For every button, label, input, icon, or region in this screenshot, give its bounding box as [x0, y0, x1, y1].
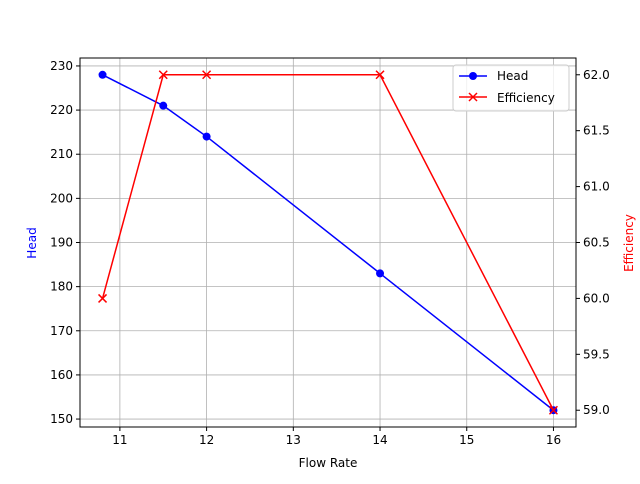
data-point: [376, 269, 385, 278]
y-right-tick-label: 59.0: [583, 403, 610, 417]
data-point: [375, 70, 385, 80]
x-tick-label: 15: [459, 433, 474, 447]
y-left-tick-label: 160: [50, 368, 73, 382]
data-point: [202, 70, 212, 80]
y-left-tick-label: 170: [50, 324, 73, 338]
y-right-tick-label: 60.5: [583, 236, 610, 250]
y-left-tick-label: 210: [50, 147, 73, 161]
circle-marker-icon: [469, 72, 477, 80]
series-lines: [98, 70, 558, 415]
y-right-tick-label: 62.0: [583, 68, 610, 82]
y-axis-left: 150 160 170 180 190 200 210 220 230: [50, 59, 80, 426]
data-point: [202, 132, 211, 141]
y-axis-right: 59.0 59.5 60.0 60.5 61.0 61.5 62.0: [576, 68, 610, 417]
grid: [80, 58, 576, 427]
x-tick-label: 12: [199, 433, 214, 447]
x-axis-label: Flow Rate: [299, 456, 358, 470]
legend-label-head: Head: [497, 69, 528, 83]
y-left-axis-label: Head: [25, 227, 39, 258]
x-axis: 11 12 13 14 15 16: [112, 427, 561, 447]
data-point: [548, 405, 558, 415]
x-tick-label: 14: [372, 433, 387, 447]
data-point: [158, 70, 168, 80]
y-right-tick-label: 61.0: [583, 180, 610, 194]
y-left-tick-label: 180: [50, 280, 73, 294]
x-marker-icon: [468, 92, 478, 102]
y-right-axis-label: Efficiency: [622, 214, 636, 272]
x-tick-label: 11: [112, 433, 127, 447]
y-left-tick-label: 220: [50, 103, 73, 117]
y-right-tick-label: 59.5: [583, 347, 610, 361]
y-left-tick-label: 190: [50, 236, 73, 250]
x-tick-label: 16: [546, 433, 561, 447]
x-tick-label: 13: [286, 433, 301, 447]
data-point: [98, 70, 107, 79]
data-point: [159, 101, 168, 110]
y-left-tick-label: 230: [50, 59, 73, 73]
legend-label-efficiency: Efficiency: [497, 91, 555, 105]
y-right-tick-label: 60.0: [583, 291, 610, 305]
y-left-tick-label: 150: [50, 412, 73, 426]
legend: Head Efficiency: [452, 64, 570, 112]
y-left-tick-label: 200: [50, 191, 73, 205]
data-point: [98, 293, 108, 303]
y-right-tick-label: 61.5: [583, 124, 610, 138]
